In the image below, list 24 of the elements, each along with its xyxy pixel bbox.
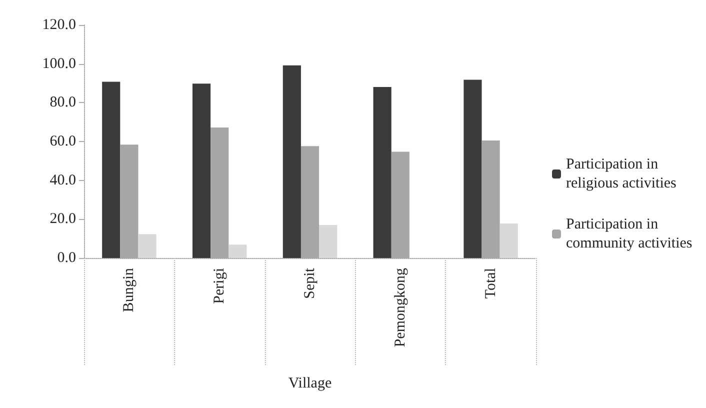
y-tick-label: 100.0 (42, 56, 76, 72)
y-tick-label: 60.0 (50, 134, 76, 150)
y-tick-label: 80.0 (50, 94, 76, 111)
bar (319, 224, 338, 258)
bar (282, 65, 301, 258)
legend-label: Participation in religious activities (566, 156, 677, 192)
legend-label: Participation in community activities (566, 216, 692, 252)
bar (500, 223, 518, 258)
x-axis-title: Village (288, 376, 332, 392)
y-tick-label: 20.0 (50, 211, 76, 228)
bar (102, 82, 120, 258)
x-tick-label: Pemongkong (392, 268, 408, 348)
y-tick-label: 120.0 (42, 17, 76, 33)
y-tick-label: 0.0 (57, 250, 76, 266)
bar (138, 234, 156, 258)
y-tick-label: 40.0 (50, 172, 76, 188)
bar (228, 244, 247, 258)
bar (192, 84, 211, 258)
x-tick-label: Sepit (302, 267, 318, 299)
x-tick-label: Total (482, 268, 499, 299)
bar (464, 80, 482, 258)
x-tick-label: Bungin (121, 268, 138, 312)
bar (373, 86, 392, 258)
x-tick-label: Perigi (212, 268, 228, 304)
